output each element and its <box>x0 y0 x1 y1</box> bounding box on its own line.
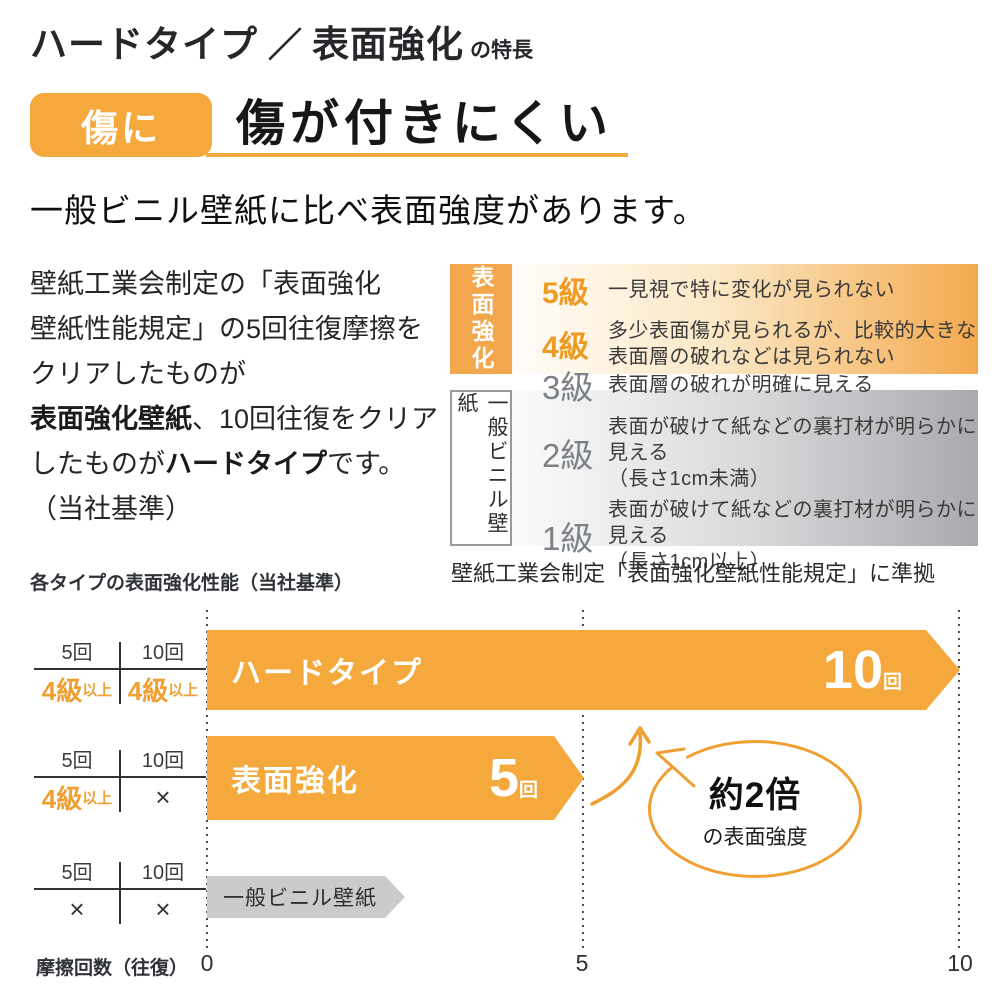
strengthened-grade-rows: 5級 一見視で特に変化が見られない 4級 多少表面傷が見られるが、比較的大きな … <box>512 264 978 374</box>
table-label-surface-strengthened: 表面強化 <box>450 264 512 374</box>
grade-description: 表面が破けて紙などの裏打材が明らかに見える （長さ1cm未満） <box>608 416 977 490</box>
grade-description: 多少表面傷が見られるが、比較的大きな 表面層の破れなどは見られない <box>608 320 977 368</box>
result-table-headers: 5回 10回 <box>61 750 185 772</box>
x-tick-5: 5 <box>575 950 589 976</box>
grade-number: 3級 <box>542 369 594 406</box>
x-tick-10: 10 <box>947 950 973 976</box>
table-label-general-vinyl: 一般ビニル壁紙 <box>450 390 512 546</box>
result-table-surface-strengthened: 5回 10回 4級 以上 × <box>34 746 206 816</box>
grade-number: 1級 <box>542 520 594 557</box>
gridline-5 <box>582 610 584 950</box>
grade-row-1: 1級 表面が破けて紙などの裏打材が明らかに見える （長さ1cm以上） <box>542 497 978 575</box>
gridline-10 <box>958 610 960 950</box>
curved-arrow-icon <box>590 726 651 806</box>
chart-title: 各タイプの表面強化性能（当社基準） <box>30 573 354 594</box>
description-line: （当社基準） <box>30 494 192 524</box>
grade-description: 一見視で特に変化が見られない <box>608 279 895 301</box>
description-line: クリアしたものが <box>30 359 246 389</box>
result-table-values: 4級 以上 × <box>41 781 171 814</box>
description-line: 壁紙工業会制定の「表面強化 <box>30 269 381 299</box>
result-table-values: × × <box>69 893 171 924</box>
table-divider <box>119 642 121 704</box>
page-title: ハードタイプ ／ 表面強化 の特長 <box>30 14 533 68</box>
feature-subtitle: 一般ビニル壁紙に比べ表面強度があります。 <box>30 192 707 229</box>
description-paragraph: 壁紙工業会制定の「表面強化 壁紙性能規定」の5回往復摩擦を クリアしたものが 表… <box>30 262 438 532</box>
grade-description: 表面層の破れが明確に見える <box>608 374 874 396</box>
table-divider <box>119 862 121 924</box>
bubble-tail-icon <box>655 747 696 788</box>
grade-number: 2級 <box>542 437 594 474</box>
surface-strengthened-grade-table: 表面強化 5級 一見視で特に変化が見られない 4級 多少表面傷が見られるが、比較… <box>450 264 978 374</box>
scratch-badge-label: 傷に <box>81 108 161 149</box>
result-table-headers: 5回 10回 <box>61 862 185 884</box>
bar-label: 一般ビニル壁紙 <box>223 887 377 910</box>
result-table-headers: 5回 10回 <box>61 642 185 664</box>
description-line: 表面強化壁紙、10回往復をクリア <box>30 404 439 434</box>
annotation-main: 約2倍 <box>708 776 802 815</box>
table-divider <box>119 750 121 812</box>
bar-general-vinyl: 一般ビニル壁紙 <box>207 876 405 918</box>
title-separator: ／ <box>268 27 302 65</box>
result-table-hard-type: 5回 10回 4級 以上 4級 以上 <box>34 638 206 708</box>
x-tick-0: 0 <box>200 950 214 976</box>
description-line: したものがハードタイプです。 <box>30 449 406 479</box>
title-surface-strengthened: 表面強化 <box>312 24 464 65</box>
result-table-values: 4級 以上 4級 以上 <box>41 675 199 706</box>
grade-row-4: 4級 多少表面傷が見られるが、比較的大きな 表面層の破れなどは見られない <box>542 318 978 370</box>
title-suffix: の特長 <box>470 39 533 62</box>
scratch-badge: 傷に <box>30 93 212 157</box>
annotation-sub: の表面強度 <box>702 826 808 849</box>
grade-description: 表面が破けて紙などの裏打材が明らかに見える （長さ1cm以上） <box>608 499 977 573</box>
grade-number: 5級 <box>542 277 589 310</box>
grade-row-3: 3級 表面層の破れが明確に見える <box>542 361 978 409</box>
grade-number: 4級 <box>542 331 589 364</box>
bar-label: 表面強化 <box>231 765 359 798</box>
grade-row-5: 5級 一見視で特に変化が見られない <box>542 268 978 312</box>
bar-surface-strengthened: 表面強化 5回 <box>207 736 584 820</box>
bar-value: 5回 <box>488 748 538 808</box>
general-vinyl-grade-table: 一般ビニル壁紙 3級 表面層の破れが明確に見える 2級 表面が破けて紙などの裏打… <box>450 369 978 573</box>
feature-heading: 傷が付きにくい <box>236 97 614 151</box>
grade-row-2: 2級 表面が破けて紙などの裏打材が明らかに見える （長さ1cm未満） <box>542 414 978 492</box>
general-grade-rows: 3級 表面層の破れが明確に見える 2級 表面が破けて紙などの裏打材が明らかに見え… <box>512 369 978 573</box>
heading-underline <box>206 153 628 157</box>
title-hard-type: ハードタイプ <box>30 24 258 65</box>
description-line: 壁紙性能規定」の5回往復摩擦を <box>30 314 424 344</box>
bar-value: 10回 <box>822 640 902 700</box>
bar-label: ハードタイプ <box>231 657 423 690</box>
bar-hard-type: ハードタイプ 10回 <box>207 630 960 710</box>
grade-table-caption: 壁紙工業会制定「表面強化壁紙性能規定」に準拠 <box>451 561 936 586</box>
x-axis-label: 摩擦回数（往復） <box>36 958 189 979</box>
result-table-general-vinyl: 5回 10回 × × <box>34 858 206 928</box>
